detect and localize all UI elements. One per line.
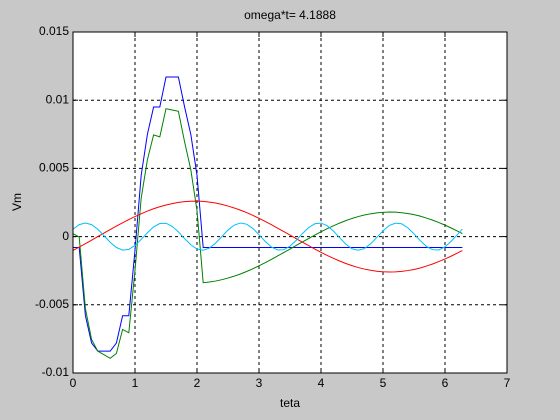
line-series bbox=[72, 108, 463, 359]
x-tick-label: 5 bbox=[380, 376, 387, 390]
plot-area bbox=[73, 32, 507, 373]
y-tick-label: 0.01 bbox=[46, 92, 70, 106]
x-axis-label: teta bbox=[280, 396, 300, 410]
x-tick-label: 4 bbox=[318, 376, 325, 390]
y-tick-label: 0.005 bbox=[39, 161, 69, 175]
y-axis-label: Vm bbox=[10, 193, 24, 211]
line-series bbox=[72, 200, 463, 273]
x-tick-label: 2 bbox=[194, 376, 201, 390]
x-tick-label: 3 bbox=[256, 376, 263, 390]
chart-title: omega*t= 4.1888 bbox=[244, 8, 336, 22]
x-tick-label: 1 bbox=[132, 376, 139, 390]
y-tick-label: -0.005 bbox=[35, 297, 69, 311]
x-tick-label: 7 bbox=[504, 376, 511, 390]
axes-box bbox=[72, 31, 508, 374]
y-tick-label: 0 bbox=[62, 229, 69, 243]
y-tick-label: -0.01 bbox=[42, 365, 70, 379]
x-tick-label: 0 bbox=[70, 376, 77, 390]
line-series bbox=[72, 222, 463, 251]
y-tick-label: 0.015 bbox=[39, 24, 69, 38]
line-series bbox=[73, 76, 463, 352]
x-tick-label: 6 bbox=[442, 376, 449, 390]
